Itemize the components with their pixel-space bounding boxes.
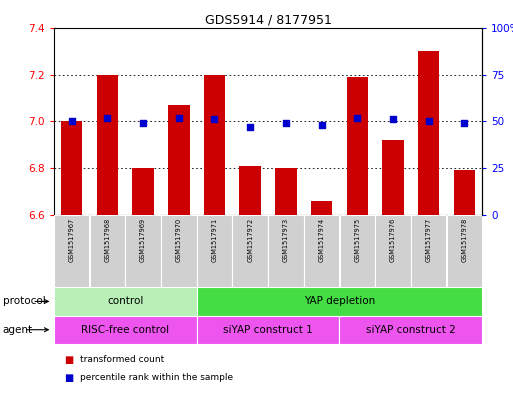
Bar (54, 215, 89, 287)
Bar (347, 77, 368, 215)
Bar (340, 316, 482, 344)
Text: GSM1517976: GSM1517976 (390, 217, 396, 262)
Point (318, 122, 326, 128)
Bar (96, 75, 118, 215)
Bar (340, 215, 375, 287)
Bar (232, 215, 268, 287)
Bar (125, 215, 161, 287)
Bar (168, 105, 189, 215)
Bar (61, 121, 83, 215)
Bar (418, 51, 439, 215)
Bar (275, 168, 297, 215)
Point (246, 124, 254, 130)
Bar (196, 316, 340, 344)
Point (103, 114, 111, 121)
Bar (447, 215, 482, 287)
Text: agent: agent (3, 325, 33, 335)
Bar (375, 215, 411, 287)
Bar (54, 316, 196, 344)
Bar (196, 287, 482, 316)
Point (68, 118, 76, 124)
Point (425, 118, 433, 124)
Bar (132, 168, 154, 215)
Text: control: control (107, 296, 144, 307)
Title: GDS5914 / 8177951: GDS5914 / 8177951 (205, 14, 331, 27)
Point (353, 114, 361, 121)
Text: GSM1517971: GSM1517971 (211, 217, 218, 262)
Text: siYAP construct 2: siYAP construct 2 (366, 325, 456, 335)
Text: GSM1517974: GSM1517974 (319, 217, 325, 262)
Text: ■: ■ (64, 355, 73, 365)
Text: GSM1517977: GSM1517977 (426, 217, 431, 262)
Bar (453, 170, 475, 215)
Bar (411, 215, 446, 287)
Bar (90, 215, 125, 287)
Text: siYAP construct 1: siYAP construct 1 (223, 325, 313, 335)
Bar (204, 75, 225, 215)
Text: GSM1517973: GSM1517973 (283, 217, 289, 262)
Text: percentile rank within the sample: percentile rank within the sample (80, 373, 232, 382)
Bar (382, 140, 404, 215)
Point (139, 120, 147, 126)
Text: ■: ■ (64, 373, 73, 383)
Bar (161, 215, 196, 287)
Text: GSM1517972: GSM1517972 (247, 217, 253, 262)
Text: GSM1517968: GSM1517968 (105, 217, 110, 262)
Bar (304, 215, 340, 287)
Text: RISC-free control: RISC-free control (81, 325, 169, 335)
Point (282, 120, 290, 126)
Text: GSM1517975: GSM1517975 (354, 217, 360, 262)
Bar (54, 287, 196, 316)
Bar (311, 200, 332, 215)
Text: transformed count: transformed count (80, 355, 164, 364)
Bar (240, 165, 261, 215)
Bar (268, 215, 304, 287)
Text: YAP depletion: YAP depletion (304, 296, 375, 307)
Bar (196, 215, 232, 287)
Text: protocol: protocol (3, 296, 45, 307)
Point (389, 116, 397, 123)
Text: GSM1517970: GSM1517970 (176, 217, 182, 262)
Text: GSM1517969: GSM1517969 (140, 217, 146, 262)
Point (210, 116, 219, 123)
Point (175, 114, 183, 121)
Text: GSM1517967: GSM1517967 (69, 217, 75, 262)
Text: GSM1517978: GSM1517978 (461, 217, 467, 262)
Point (460, 120, 468, 126)
